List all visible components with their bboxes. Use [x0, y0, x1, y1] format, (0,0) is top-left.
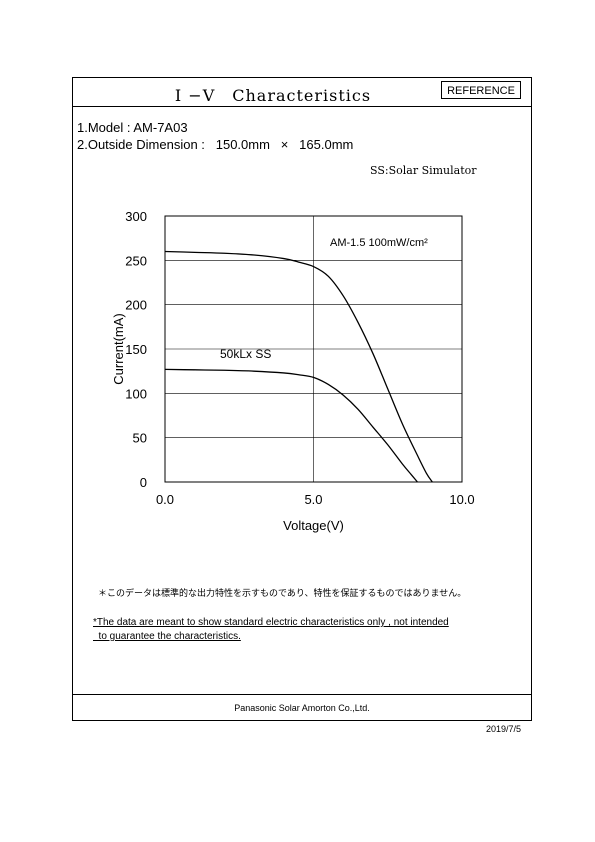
- series-label-am15: AM-1.5 100mW/cm²: [330, 237, 428, 249]
- footer-divider: [73, 694, 531, 695]
- x-tick-label: 0.0: [156, 492, 174, 507]
- y-tick-label: 250: [125, 253, 147, 268]
- document-frame: I −V Characteristics REFERENCE 1.Model :…: [72, 77, 532, 721]
- series-line-2: [164, 368, 418, 483]
- y-tick-label: 200: [125, 298, 147, 313]
- y-tick-label: 0: [140, 475, 147, 490]
- y-axis-label: Current(mA): [111, 313, 126, 385]
- japanese-disclaimer: ＊このデータは標準的な出力特性を示すものであり、特性を保証するものではありません…: [98, 588, 467, 598]
- document-date: 2019/7/5: [486, 724, 522, 734]
- reference-badge: REFERENCE: [441, 81, 521, 99]
- simulator-note: SS:Solar Simulator: [370, 164, 477, 177]
- y-tick-label: 150: [125, 342, 147, 357]
- english-disclaimer: *The data are meant to show standard ele…: [93, 616, 449, 644]
- y-tick-label: 300: [125, 209, 147, 224]
- y-tick-label: 50: [133, 431, 147, 446]
- english-disclaimer-line-2: to guarantee the characteristics.: [93, 631, 241, 642]
- company-name: Panasonic Solar Amorton Co.,Ltd.: [234, 703, 370, 713]
- title-row: I −V Characteristics REFERENCE: [73, 78, 531, 107]
- x-tick-label: 10.0: [449, 492, 474, 507]
- model-line: 1.Model : AM-7A03: [77, 120, 188, 135]
- x-axis-label: Voltage(V): [283, 518, 344, 533]
- y-tick-label: 100: [125, 386, 147, 401]
- series-line-1: [164, 250, 433, 483]
- series-label-50klx: 50kLx SS: [220, 347, 271, 361]
- english-disclaimer-line-1: *The data are meant to show standard ele…: [93, 617, 449, 628]
- x-tick-label: 5.0: [304, 492, 322, 507]
- page-title: I −V Characteristics: [174, 86, 372, 105]
- dimension-line: 2.Outside Dimension : 150.0mm × 165.0mm: [77, 137, 354, 152]
